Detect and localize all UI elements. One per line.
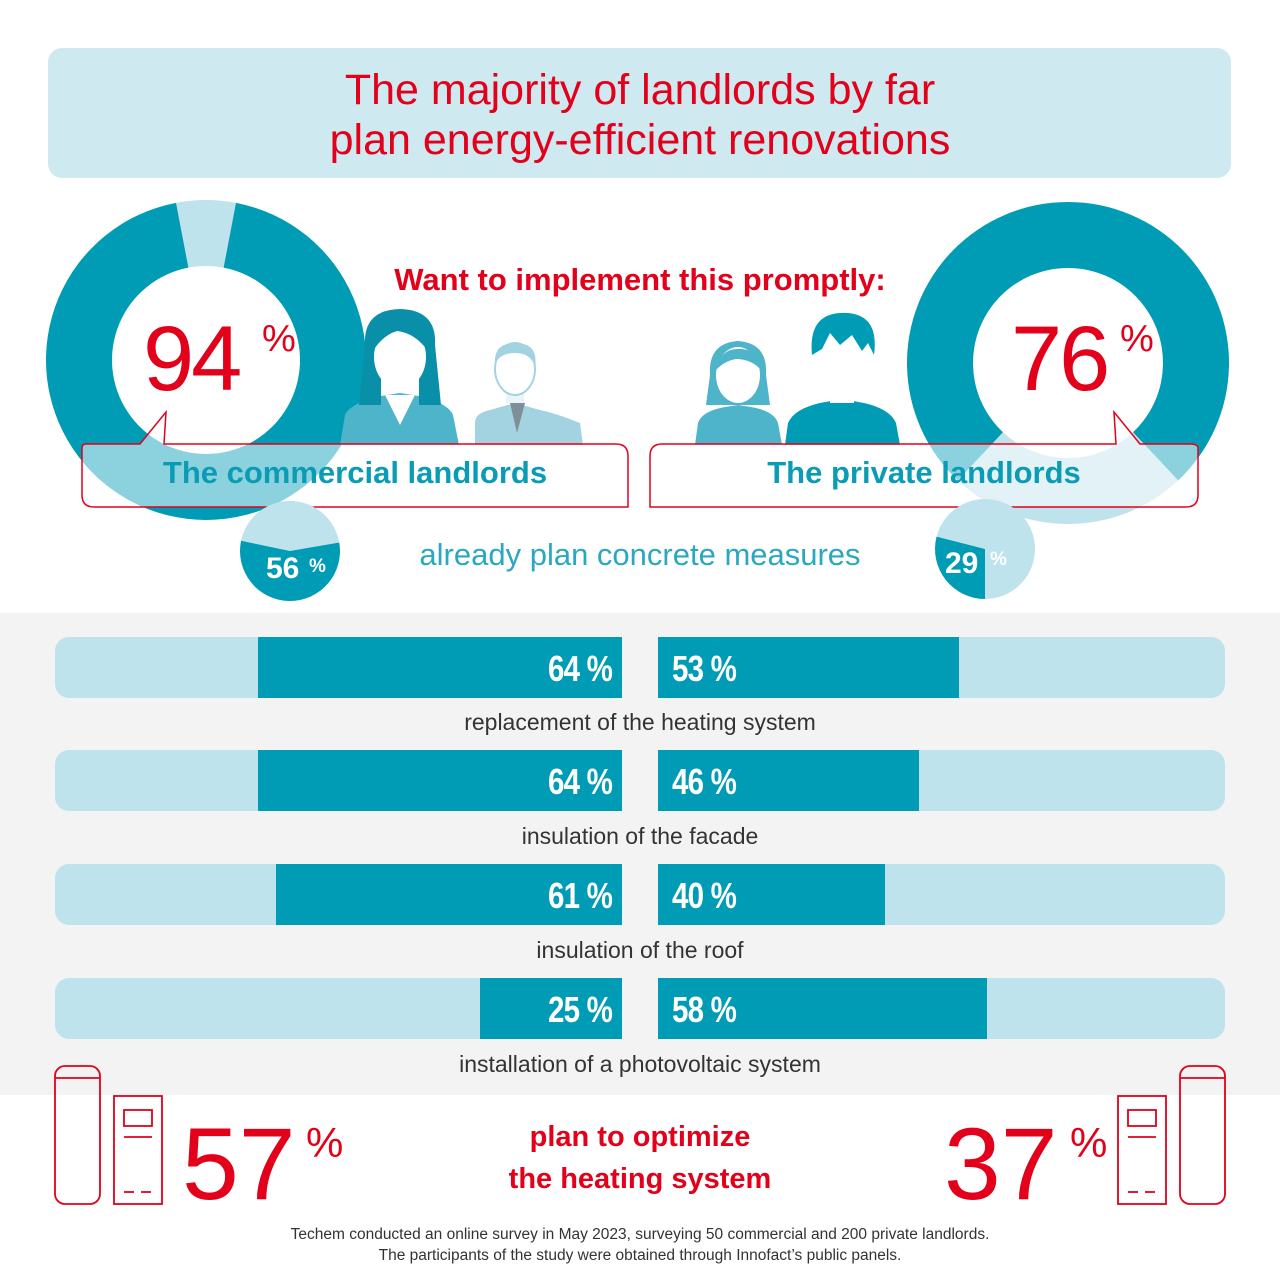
speech-boxes bbox=[81, 409, 1199, 508]
man-icon bbox=[785, 312, 900, 445]
businesswoman-icon bbox=[340, 309, 459, 445]
private-heating-value: 37 bbox=[944, 1107, 1058, 1221]
title-line-1: The majority of landlords by far bbox=[344, 66, 936, 114]
bar-commercial bbox=[480, 978, 622, 1039]
heat-pump-icon bbox=[54, 1065, 101, 1205]
concrete-measures-pies bbox=[239, 499, 1036, 601]
heat-pump-icon bbox=[1179, 1065, 1226, 1205]
commercial-landlords-icon-group bbox=[340, 309, 583, 445]
bar-value-commercial: 61 % bbox=[547, 875, 613, 916]
category-label: installation of a photovoltaic system bbox=[459, 1051, 821, 1077]
commercial-donut-share bbox=[45, 202, 366, 521]
bar-value-private: 58 % bbox=[672, 989, 737, 1030]
bar-private bbox=[658, 637, 960, 698]
title-banner bbox=[48, 48, 1231, 178]
commercial-speech-box bbox=[81, 409, 629, 508]
heating-label-line-1: plan to optimize bbox=[529, 1121, 751, 1153]
commercial-heating-value: 57 bbox=[182, 1107, 296, 1221]
private-landlords-icon-group bbox=[695, 312, 900, 445]
private-pie-share bbox=[935, 536, 985, 599]
private-concrete-percent-sign: % bbox=[990, 549, 1007, 570]
title-line-2: plan energy-efficient renovations bbox=[329, 116, 951, 164]
private-donut-share bbox=[907, 202, 1229, 481]
boiler-icon bbox=[1117, 1095, 1167, 1205]
bar-value-commercial: 25 % bbox=[547, 989, 613, 1030]
concrete-measures-label: already plan concrete measures bbox=[419, 537, 861, 572]
commercial-pie-share bbox=[239, 540, 340, 601]
headline: Want to implement this promptly: bbox=[394, 262, 886, 297]
category-label: replacement of the heating system bbox=[464, 709, 816, 735]
category-label: insulation of the facade bbox=[521, 823, 759, 849]
bar-private bbox=[658, 750, 920, 811]
private-concrete-value: 29 bbox=[945, 547, 979, 580]
commercial-concrete-value: 56 bbox=[266, 552, 300, 585]
commercial-pie-remainder bbox=[241, 501, 340, 551]
private-prompt-percent-sign: % bbox=[1120, 318, 1154, 360]
private-landlords-label: The private landlords bbox=[767, 455, 1081, 490]
bar-value-private: 53 % bbox=[672, 648, 737, 689]
bar-private bbox=[658, 978, 988, 1039]
heating-devices bbox=[54, 1065, 1226, 1205]
private-prompt-value: 76 bbox=[1011, 308, 1110, 410]
bar-value-private: 40 % bbox=[672, 875, 737, 916]
bar-value-commercial: 64 % bbox=[547, 761, 613, 802]
private-heating-percent-sign: % bbox=[1070, 1119, 1108, 1166]
footnote-line-1: Techem conducted an online survey in May… bbox=[290, 1226, 990, 1243]
footnote-line-2: The participants of the study were obtai… bbox=[378, 1247, 902, 1264]
businessman-icon bbox=[475, 342, 583, 445]
bar-commercial bbox=[258, 750, 622, 811]
boiler-icon bbox=[113, 1095, 163, 1205]
private-speech-box bbox=[649, 409, 1199, 508]
bar-value-private: 46 % bbox=[672, 761, 737, 802]
heating-label: plan to optimize the heating system bbox=[0, 1116, 1280, 1200]
heating-label-line-2: the heating system bbox=[508, 1163, 772, 1195]
commercial-prompt-percent-sign: % bbox=[262, 318, 296, 360]
bar-commercial bbox=[258, 637, 622, 698]
bar-value-commercial: 64 % bbox=[547, 648, 613, 689]
commercial-donut-remainder bbox=[176, 200, 236, 268]
bar-private bbox=[658, 864, 886, 925]
commercial-landlords-label: The commercial landlords bbox=[162, 455, 548, 490]
commercial-prompt-value: 94 bbox=[143, 308, 242, 410]
woman-icon bbox=[695, 341, 782, 445]
bar-commercial bbox=[275, 864, 622, 925]
commercial-heating-percent-sign: % bbox=[306, 1119, 344, 1166]
private-pie-remainder bbox=[936, 499, 1036, 599]
commercial-concrete-percent-sign: % bbox=[309, 556, 326, 577]
category-label: insulation of the roof bbox=[536, 937, 744, 963]
